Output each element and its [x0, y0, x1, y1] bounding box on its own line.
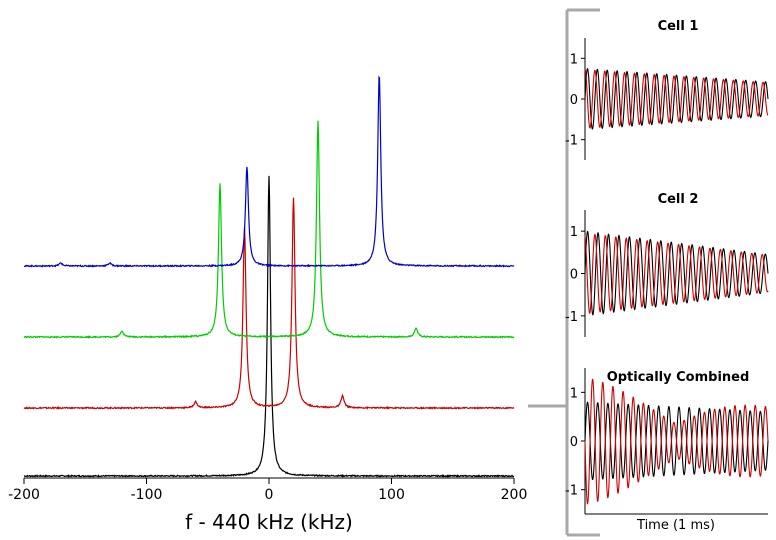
panel-bracket [528, 8, 600, 537]
optically-combined-panel: Optically Combined Time (1 ms) -1 0 1 [565, 368, 769, 533]
cell-1-title: Cell 1 [658, 19, 699, 34]
panel-y-tick-label: -1 [565, 310, 578, 325]
panel-y-tick-label: -1 [565, 484, 578, 499]
spectrum-plot: -200 -100 0 100 200 f - 440 kHz (kHz) [8, 75, 528, 534]
cell-2-panel: Cell 2 -1 0 1 [565, 192, 769, 337]
panel-y-tick-label: -1 [565, 134, 578, 149]
spectrum-x-tick-label: -200 [8, 487, 40, 503]
panel-trace-black [584, 67, 769, 130]
panel-y-tick-label: 0 [570, 93, 578, 108]
cell-2-title: Cell 2 [658, 192, 699, 207]
panel-y-tick-label: 1 [570, 225, 578, 240]
spectrum-x-tick-label: 0 [265, 487, 274, 503]
panel-y-tick-label: 0 [570, 435, 578, 450]
spectrum-trace-green [23, 120, 515, 339]
panel-y-tick-label: 1 [570, 52, 578, 67]
spectrum-trace-red [23, 197, 515, 410]
spectrum-x-tick-label: 100 [378, 487, 405, 503]
panel-y-tick-label: 0 [570, 268, 578, 283]
cell-1-panel: Cell 1 -1 0 1 [565, 19, 769, 160]
panel-y-tick-label: 1 [570, 386, 578, 401]
spectrum-x-axis-label: f - 440 kHz (kHz) [185, 510, 353, 534]
panel-trace-red [584, 233, 769, 315]
time-axis-label: Time (1 ms) [636, 518, 715, 533]
panel-trace-red [584, 378, 769, 505]
spectrum-trace-blue [23, 75, 515, 268]
panel-trace-red [584, 69, 769, 129]
spectrum-x-tick-label: 200 [501, 487, 528, 503]
spectrum-trace-black [23, 175, 514, 478]
optically-combined-title: Optically Combined [607, 370, 750, 385]
spectrum-x-tick-label: -100 [131, 487, 163, 503]
